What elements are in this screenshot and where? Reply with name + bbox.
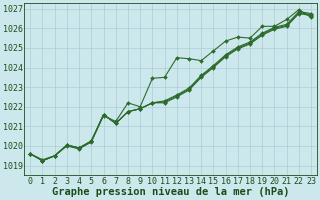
X-axis label: Graphe pression niveau de la mer (hPa): Graphe pression niveau de la mer (hPa) xyxy=(52,187,290,197)
